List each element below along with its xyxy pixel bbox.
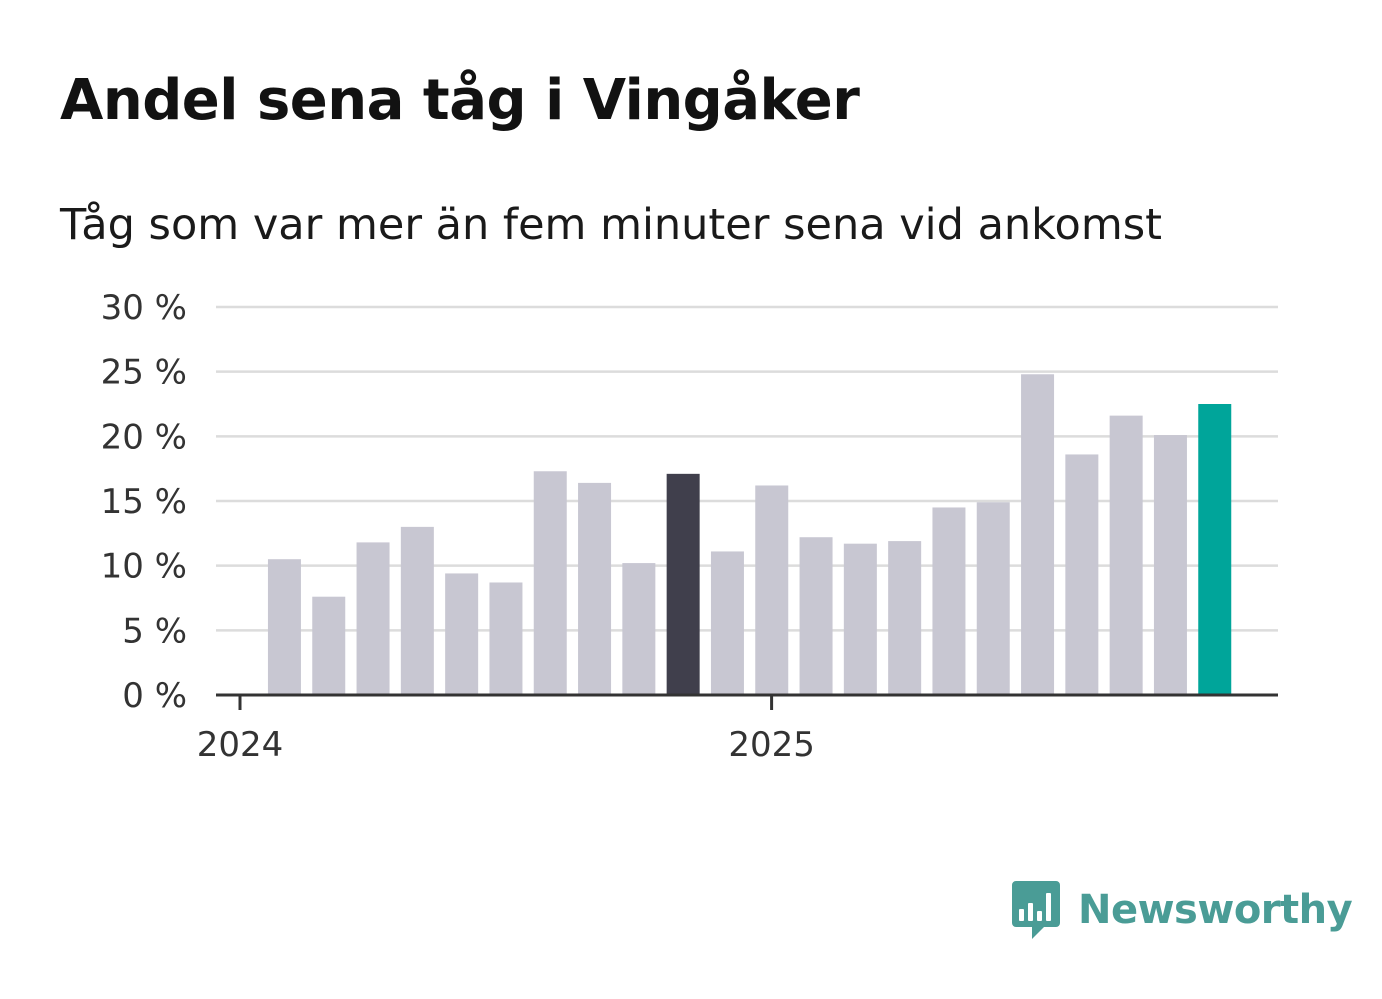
y-tick-label: 5 % (122, 611, 187, 651)
bars (267, 374, 1232, 695)
x-tick-label: 2025 (728, 725, 815, 765)
x-tick-label: 2024 (197, 725, 284, 765)
bar (932, 507, 966, 695)
bar (888, 541, 922, 695)
newsworthy-logo-icon (1012, 881, 1060, 939)
y-tick-label: 30 % (101, 288, 187, 328)
bar (1153, 435, 1187, 695)
y-tick-label: 0 % (122, 676, 187, 716)
y-axis-tick-labels: 0 % 5 % 10 % 15 % 20 % 25 % 30 % (101, 288, 187, 716)
brand-name: Newsworthy (1078, 887, 1353, 933)
bar (578, 482, 612, 695)
brand-logo: Newsworthy (1010, 878, 1353, 942)
y-tick-label: 10 % (101, 547, 187, 587)
gridlines (216, 305, 1278, 632)
bar (445, 573, 479, 695)
y-tick-label: 15 % (101, 482, 187, 522)
bar (622, 563, 656, 695)
y-tick-label: 20 % (101, 417, 187, 457)
bar (1109, 415, 1143, 695)
bar (1198, 404, 1232, 695)
chart-subtitle: Tåg som var mer än fem minuter sena vid … (60, 200, 1163, 250)
bar (356, 542, 390, 695)
bar (489, 582, 523, 695)
bar (710, 551, 744, 695)
bar (312, 596, 346, 695)
bar (976, 502, 1010, 695)
y-tick-label: 25 % (101, 353, 187, 393)
bar (666, 473, 700, 695)
bar (799, 537, 833, 695)
x-axis-ticks: 2024 2025 (197, 695, 815, 765)
bar (1065, 454, 1099, 695)
bar (533, 471, 567, 695)
bar (400, 526, 434, 695)
bar (843, 543, 877, 695)
bar (1021, 374, 1055, 695)
bar (755, 485, 789, 695)
chart-title: Andel sena tåg i Vingåker (60, 68, 860, 133)
bar (267, 559, 301, 695)
